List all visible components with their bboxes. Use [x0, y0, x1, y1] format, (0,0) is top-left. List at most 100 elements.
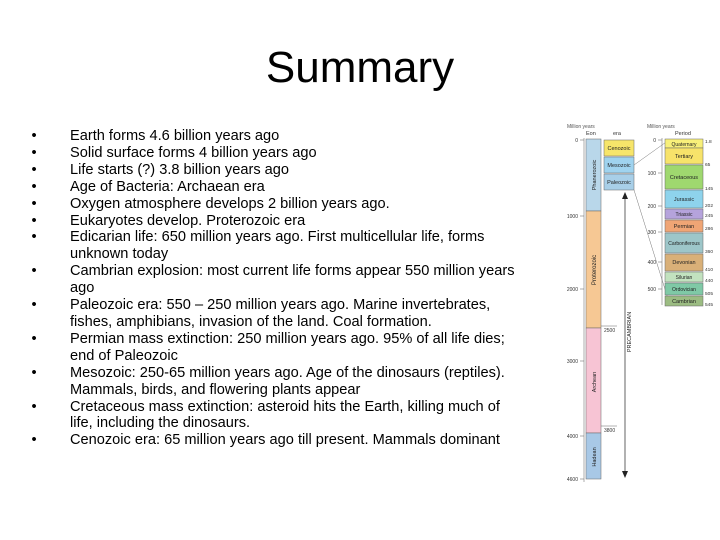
- period-jurassic-box: [664, 189, 704, 209]
- bullet-item: • Eukaryotes develop. Proterozoic era: [26, 213, 521, 230]
- bullet-text: Eukaryotes develop. Proterozoic era: [70, 212, 306, 229]
- bullet-dot: •: [31, 263, 37, 280]
- right-ticks: 0 100 200 300 400 500: [648, 138, 662, 293]
- precambrian-arrow-up: [622, 192, 628, 199]
- period-boundary-age: 202: [705, 203, 713, 209]
- period-boundary-age: 286: [705, 226, 713, 232]
- era-label-mesozoic: Mesozoic: [607, 163, 630, 169]
- period-tertiary-box: [664, 147, 704, 165]
- period-boundary-age: 545: [705, 302, 713, 308]
- bullet-dot: •: [31, 161, 37, 178]
- bullet-item: • Permian mass extinction: 250 million ye…: [26, 331, 521, 365]
- header-era: era: [613, 131, 622, 137]
- period-carboniferous-box: [664, 232, 704, 254]
- left-tick-label: 1000: [567, 214, 578, 220]
- period-boundary-age: 245: [705, 213, 713, 219]
- bullet-text: Oxygen atmosphere develops 2 billion yea…: [70, 195, 390, 212]
- period-boundary-age: 505: [705, 291, 713, 297]
- geologic-timescale-figure: Million years Eon era Million years Peri…: [567, 124, 713, 483]
- period-devonian-box: [664, 253, 704, 272]
- bullet-text: Life starts (?) 3.8 billion years ago: [70, 161, 290, 178]
- bullet-item: • Cretaceous mass extinction: asteroid hi…: [26, 399, 521, 433]
- bullet-text: Cretaceous mass extinction: asteroid hit…: [70, 398, 500, 432]
- expansion-line-top: [633, 139, 670, 166]
- summary-bullet-list: • Earth forms 4.6 billion years ago • Soli…: [26, 128, 521, 449]
- period-boundary-age: 145: [705, 186, 713, 192]
- bullet-dot: •: [31, 364, 37, 381]
- right-tick-label: 300: [648, 230, 657, 236]
- period-cretaceous-box: [664, 164, 704, 190]
- period-label-silurian: Silurian: [676, 275, 693, 281]
- period-boundary-age: 410: [705, 267, 713, 273]
- era-label-paleozoic: Paleozoic: [607, 180, 631, 186]
- right-tick-label: 500: [648, 287, 657, 293]
- bullet-text: Edicarian life: 650 million years ago. F…: [70, 229, 485, 263]
- period-label-triassic: Triassic: [675, 212, 693, 218]
- era-paleozoic-box: [603, 173, 635, 191]
- bullet-item: • Cenozoic era: 65 million years ago till…: [26, 432, 521, 449]
- eon-hadean-block: [585, 432, 602, 480]
- period-cambrian-box: [664, 295, 704, 307]
- header-million-years-right: Million years: [647, 124, 675, 130]
- left-ticks: 0 1000 2000 3000 4000 4600: [567, 138, 584, 483]
- period-boundary-age: 440: [705, 278, 713, 284]
- header-eon: Eon: [586, 131, 596, 137]
- period-boundary-age: 360: [705, 249, 713, 255]
- bullet-dot: •: [31, 297, 37, 314]
- period-ordovician-box: [664, 282, 704, 296]
- bullet-text: Age of Bacteria: Archaean era: [70, 178, 265, 195]
- left-tick-label: 0: [575, 138, 578, 144]
- bullet-item: • Edicarian life: 650 million years ago. …: [26, 229, 521, 263]
- bullet-item: • Age of Bacteria: Archaean era: [26, 179, 521, 196]
- period-silurian-box: [664, 271, 704, 283]
- left-tick-label: 4000: [567, 434, 578, 440]
- bullet-dot: •: [31, 398, 37, 415]
- slide-title: Summary: [265, 43, 455, 92]
- right-tick-label: 0: [653, 138, 656, 144]
- precambrian-arrow-down: [622, 471, 628, 478]
- bullet-item: • Oxygen atmosphere develops 2 billion ye…: [26, 196, 521, 213]
- era-cenozoic-box: [603, 139, 635, 157]
- bullet-item: • Solid surface forms 4 billion years ago: [26, 145, 521, 162]
- bullet-dot: •: [31, 432, 37, 449]
- period-permian-box: [664, 219, 704, 233]
- period-label-carboniferous: Carboniferous: [668, 241, 700, 247]
- bullet-item: • Earth forms 4.6 billion years ago: [26, 128, 521, 145]
- bullet-dot: •: [31, 212, 37, 229]
- left-tick-label: 2000: [567, 287, 578, 293]
- right-tick-label: 200: [648, 204, 657, 210]
- bullet-text: Mesozoic: 250-65 million years ago. Age …: [70, 364, 505, 398]
- bullet-item: • Cambrian explosion: most current life f…: [26, 263, 521, 297]
- right-tick-label: 100: [648, 171, 657, 177]
- period-triassic-box: [664, 208, 704, 220]
- period-label-devonian: Devonian: [672, 260, 695, 266]
- bullet-dot: •: [31, 330, 37, 347]
- bullet-dot: •: [31, 144, 37, 161]
- expansion-line-bottom: [633, 189, 670, 303]
- period-label-tertiary: Tertiary: [675, 154, 693, 160]
- bullet-item: • Paleozoic era: 550 – 250 million years …: [26, 297, 521, 331]
- period-boundary-age: 65: [705, 162, 711, 168]
- period-label-jurassic: Jurassic: [674, 197, 694, 203]
- left-tick-label: 4600: [567, 477, 578, 483]
- period-label-quaternary: Quaternary: [671, 142, 697, 148]
- bullet-item: • Life starts (?) 3.8 billion years ago: [26, 162, 521, 179]
- eon-label-phanerozoic: Phanerozoic: [592, 159, 598, 190]
- bullet-text: Paleozoic era: 550 – 250 million years a…: [70, 297, 491, 330]
- precambrian-label: PRECAMBRIAN: [627, 312, 633, 352]
- period-label-ordovician: Ordovician: [672, 287, 696, 293]
- eon-label-hadean: Hadean: [592, 447, 598, 466]
- period-label-cambrian: Cambrian: [672, 299, 696, 305]
- eon-label-proterozoic: Proterozoic: [592, 255, 598, 285]
- period-boundary-age: 1.8: [705, 139, 712, 145]
- bullet-text: Cenozoic era: 65 million years ago till …: [70, 432, 500, 449]
- bullet-text: Earth forms 4.6 billion years ago: [70, 128, 280, 144]
- bullet-dot: •: [31, 229, 37, 246]
- bullet-dot: •: [31, 128, 37, 144]
- boundary-label-3800: 3800: [604, 428, 615, 434]
- left-tick-label: 3000: [567, 359, 578, 365]
- boundary-label-2500: 2500: [604, 328, 615, 334]
- bullet-dot: •: [31, 195, 37, 212]
- right-tick-label: 400: [648, 260, 657, 266]
- header-million-years-left: Million years: [567, 124, 595, 130]
